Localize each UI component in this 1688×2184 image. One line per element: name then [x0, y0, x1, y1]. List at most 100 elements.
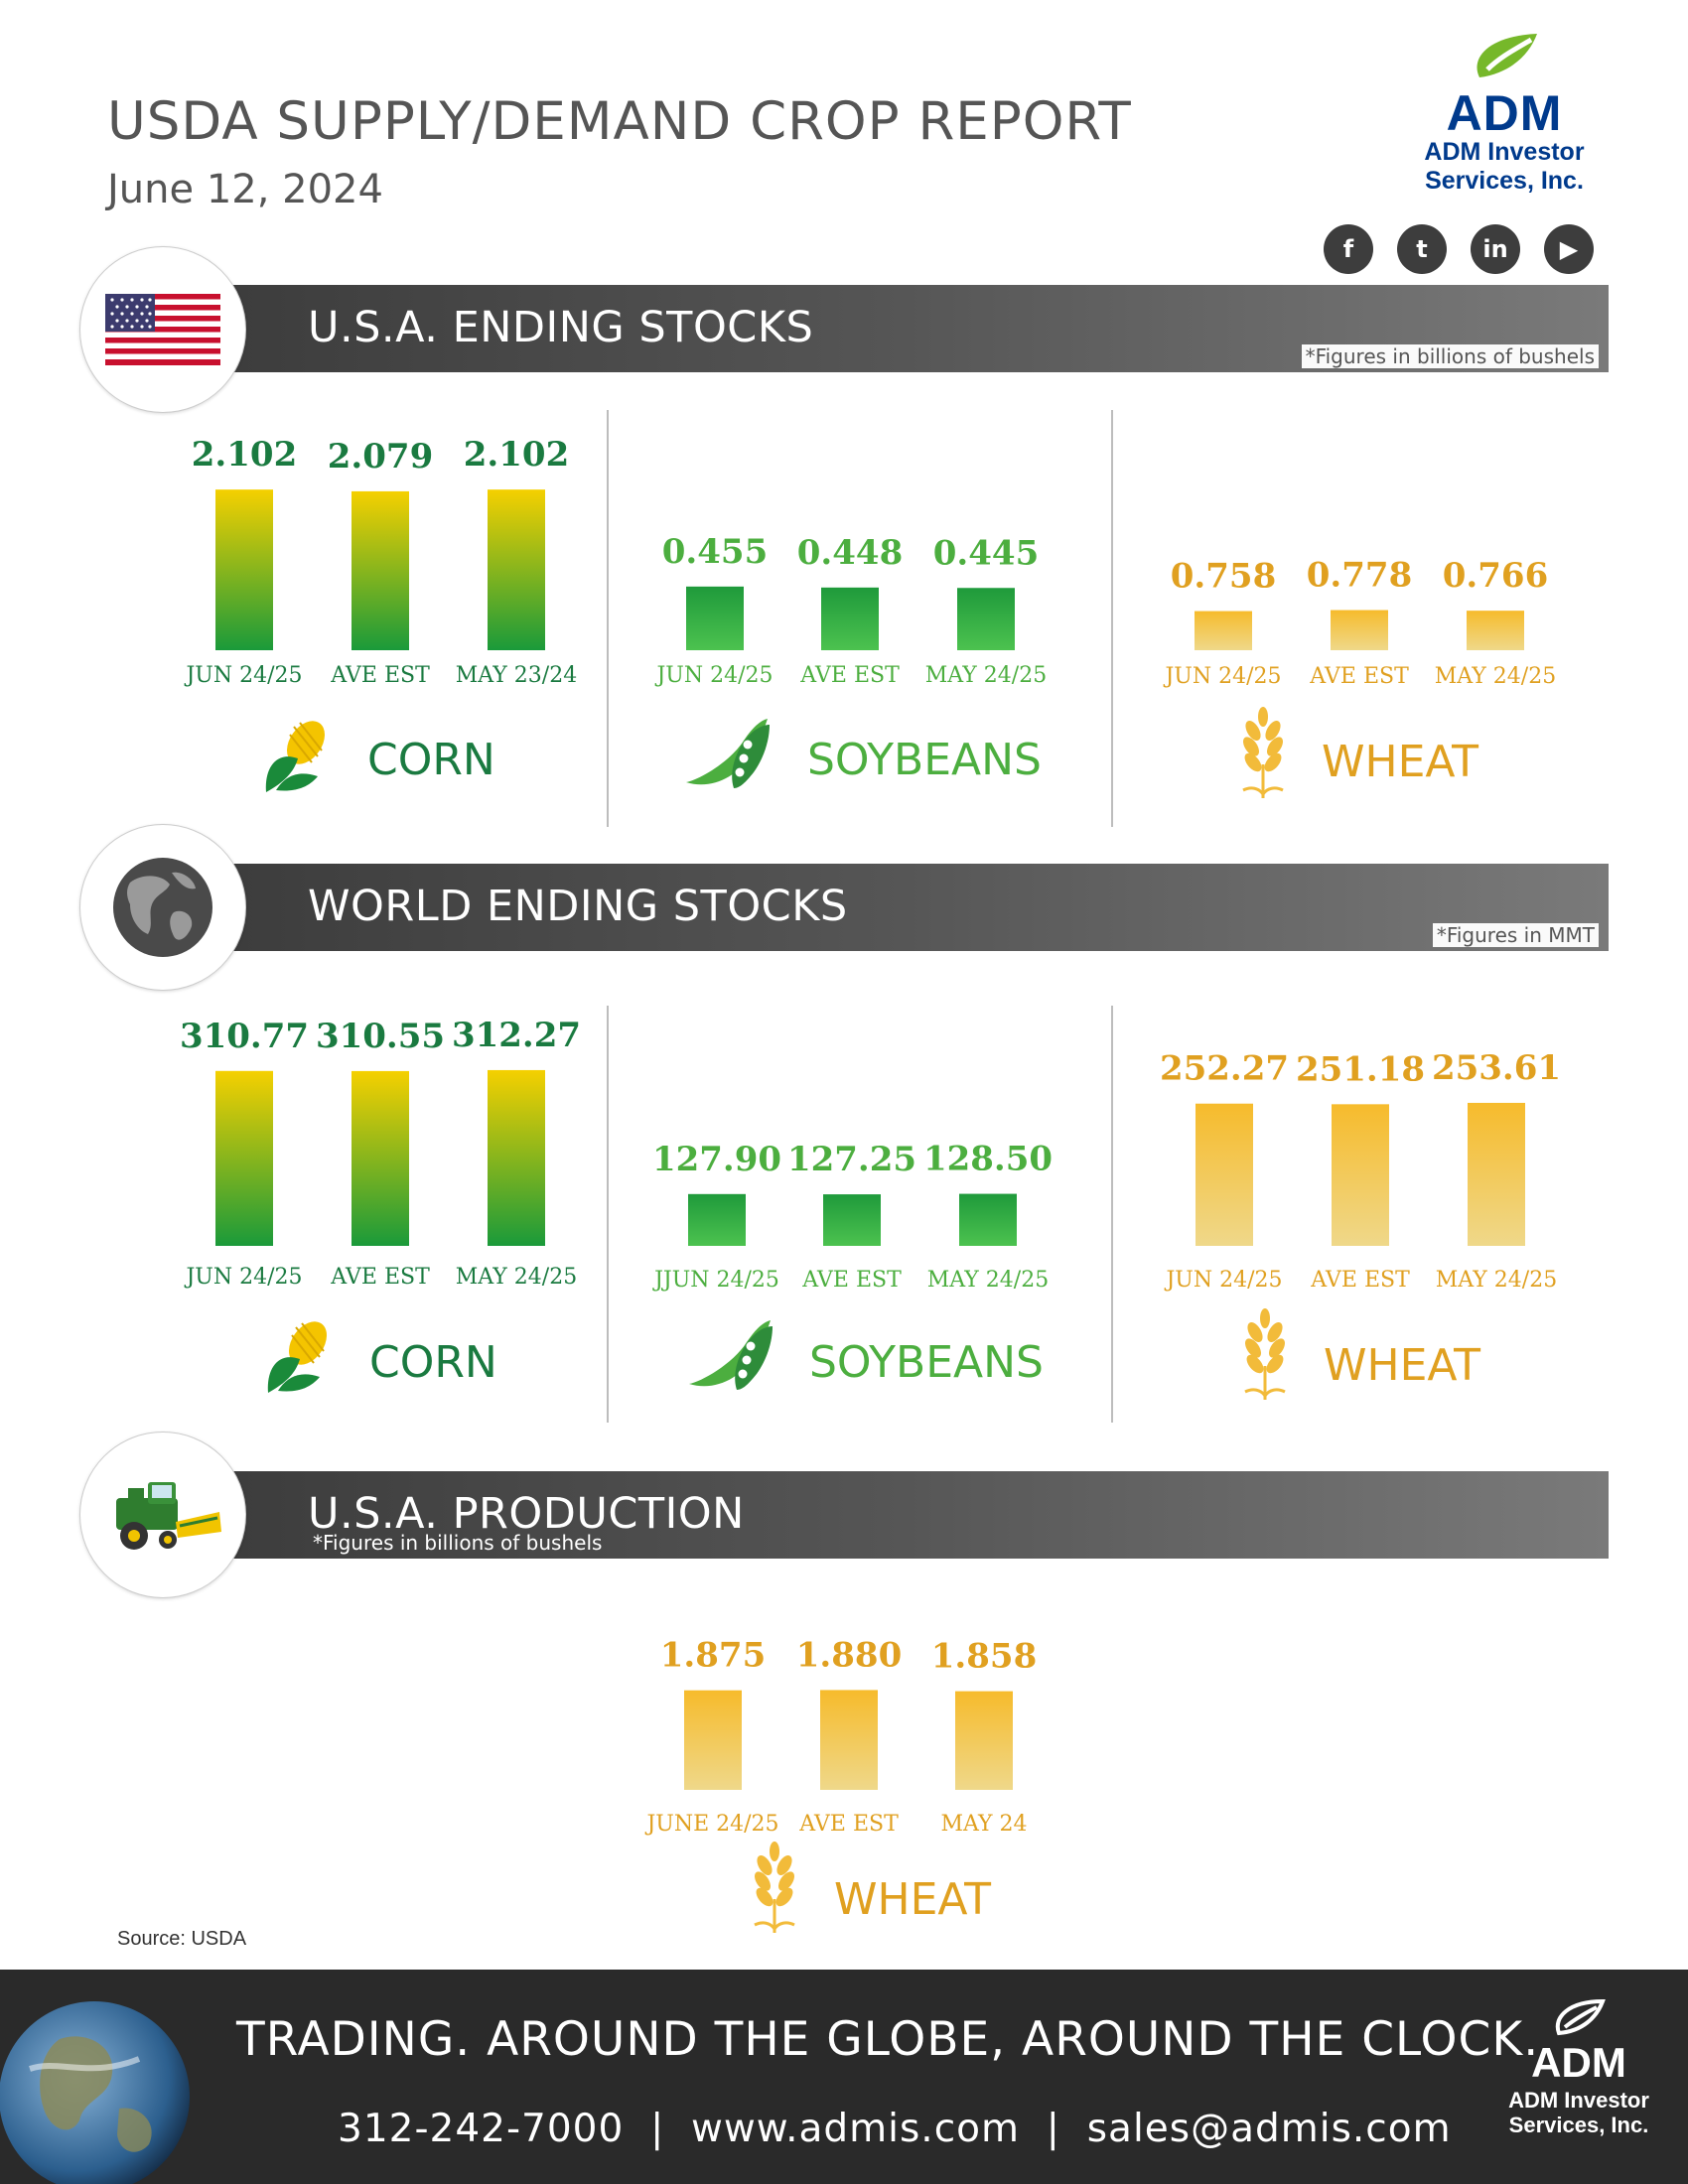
wheat-icon-wrap: [1231, 707, 1295, 805]
data-label: 2.102: [192, 435, 297, 475]
data-label: 127.25: [787, 1140, 916, 1179]
footer-bar: ADM ADM Investor Services, Inc.: [0, 1970, 1688, 2184]
data-label: 2.079: [328, 437, 433, 477]
bar: [1196, 1103, 1253, 1246]
globe-icon: [113, 858, 212, 957]
wheat-icon-wrap: [1233, 1308, 1297, 1407]
footer-logo-name: ADM: [1531, 2039, 1626, 2086]
data-label: 1.858: [931, 1637, 1037, 1677]
usa-production-note: *Figures in billions of bushels: [313, 1531, 603, 1555]
soybeans-icon-wrap: [681, 1312, 776, 1401]
bar: [1331, 610, 1388, 650]
category-label: JUNE 24/25: [644, 1812, 778, 1837]
category-label: AVE EST: [330, 663, 430, 688]
footer-slogan: TRADING. AROUND THE GLOBE, AROUND THE CL…: [236, 2012, 1540, 2067]
youtube-icon[interactable]: ▶: [1544, 224, 1594, 274]
data-label: 252.27: [1160, 1049, 1289, 1089]
adm-logo-subtitle: ADM Investor Services, Inc.: [1424, 138, 1585, 195]
corn-label: CORN: [367, 735, 495, 785]
bar: [352, 490, 409, 650]
wheat-icon: [1242, 707, 1284, 798]
bar: [684, 1690, 742, 1790]
column-divider: [607, 410, 609, 827]
corn-icon-wrap: [258, 1313, 338, 1402]
data-label: 0.778: [1307, 556, 1412, 596]
report-date: June 12, 2024: [107, 167, 383, 212]
usa-production-title: U.S.A. PRODUCTION: [308, 1489, 745, 1539]
column-divider: [607, 1006, 609, 1423]
category-label: AVE EST: [330, 1265, 430, 1290]
soybean-pod-icon: [689, 1320, 773, 1390]
bar: [686, 586, 744, 650]
bar: [955, 1691, 1013, 1790]
bar: [488, 1069, 545, 1246]
bar: [215, 1070, 273, 1246]
soybean-pod-icon: [686, 719, 770, 788]
data-label: 251.18: [1296, 1049, 1425, 1089]
category-label: JUN 24/25: [1164, 1268, 1282, 1293]
soybeans-icon-wrap: [678, 711, 774, 799]
data-label: 310.77: [180, 1017, 309, 1056]
soybeans-label: SOYBEANS: [807, 735, 1042, 785]
footer-adm-logo[interactable]: ADM ADM Investor Services, Inc.: [1489, 1997, 1668, 2138]
bar-chart-world-ending-stockscorn: 310.77 JUN 24/25 310.55 AVE EST 312.27 MAY 24…: [180, 1016, 581, 1290]
data-label: 310.55: [316, 1017, 445, 1056]
data-label: 0.766: [1443, 556, 1548, 596]
usa-ending-stocks-note: *Figures in billions of bushels: [1301, 344, 1599, 368]
category-label: AVE EST: [798, 1812, 899, 1837]
category-label: JJUN 24/25: [652, 1268, 779, 1293]
bar-chart-u-s-a-ending-stockssoybeans: 0.455 JUN 24/25 0.448 AVE EST 0.445 MAY 24/25: [654, 532, 1047, 688]
category-label: MAY 24/25: [925, 663, 1047, 688]
category-label: AVE EST: [799, 663, 900, 688]
category-label: AVE EST: [801, 1268, 902, 1293]
earth-icon: [0, 2001, 190, 2184]
wheat-icon: [1244, 1308, 1286, 1400]
page-title: USDA SUPPLY/DEMAND CROP REPORT: [107, 91, 1132, 152]
bar: [215, 489, 273, 650]
usa-ending-stocks-title: U.S.A. ENDING STOCKS: [308, 303, 814, 352]
category-label: AVE EST: [1310, 1268, 1410, 1293]
bar: [1467, 611, 1524, 650]
facebook-icon[interactable]: f: [1324, 224, 1373, 274]
linkedin-icon[interactable]: in: [1471, 224, 1520, 274]
category-label: MAY 23/24: [456, 663, 577, 688]
category-label: MAY 24/25: [456, 1265, 577, 1290]
combine-badge: [79, 1432, 246, 1598]
bar: [820, 1690, 878, 1790]
corn-icon-wrap: [256, 713, 336, 801]
soybeans-label: SOYBEANS: [809, 1337, 1044, 1388]
usa-ending-stocks-banner: U.S.A. ENDING STOCKS *Figures in billion…: [159, 285, 1609, 372]
column-divider: [1111, 410, 1113, 827]
world-ending-stocks-banner: WORLD ENDING STOCKS *Figures in MMT: [159, 864, 1609, 951]
data-label: 0.455: [662, 532, 768, 572]
column-divider: [1111, 1006, 1113, 1423]
adm-leaf-icon: [1555, 1998, 1606, 2036]
data-label: 253.61: [1432, 1048, 1561, 1088]
data-label: 312.27: [452, 1016, 581, 1055]
data-label: 0.445: [933, 533, 1039, 573]
bar: [1332, 1104, 1389, 1246]
category-label: AVE EST: [1309, 664, 1409, 689]
combine-harvester-icon: [116, 1482, 221, 1550]
footer-logo-subtitle: ADM Investor Services, Inc.: [1508, 2088, 1649, 2138]
wheat-label: WHEAT: [1322, 737, 1478, 787]
bar-chart-world-ending-stockswheat: 252.27 JUN 24/25 251.18 AVE EST 253.61 MAY 24…: [1160, 1048, 1561, 1293]
adm-leaf-icon: [1477, 34, 1537, 77]
footer-contact[interactable]: 312-242-7000 | www.admis.com | sales@adm…: [338, 2107, 1452, 2151]
bar: [1468, 1102, 1525, 1246]
world-ending-stocks-title: WORLD ENDING STOCKS: [308, 882, 848, 931]
twitter-icon[interactable]: t: [1397, 224, 1447, 274]
category-label: JUN 24/25: [184, 1265, 302, 1290]
wheat-label: WHEAT: [1324, 1340, 1480, 1391]
bar-chart-u-s-a-ending-stockswheat: 0.758 JUN 24/25 0.778 AVE EST 0.766 MAY 24/25: [1163, 556, 1556, 689]
adm-logo[interactable]: ADM ADM Investor Services, Inc.: [1400, 28, 1609, 196]
category-label: JUN 24/25: [184, 663, 302, 688]
corn-icon: [267, 1321, 328, 1393]
category-label: MAY 24/25: [1436, 1268, 1557, 1293]
usa-production-banner: U.S.A. PRODUCTION *Figures in billions o…: [159, 1471, 1609, 1559]
bar-chart-u-s-a-ending-stockscorn: 2.102 JUN 24/25 2.079 AVE EST 2.102 MAY 23/24: [184, 435, 577, 688]
wheat-icon-wrap: [743, 1842, 806, 1940]
data-label: 2.102: [464, 435, 569, 475]
bar: [488, 489, 545, 650]
